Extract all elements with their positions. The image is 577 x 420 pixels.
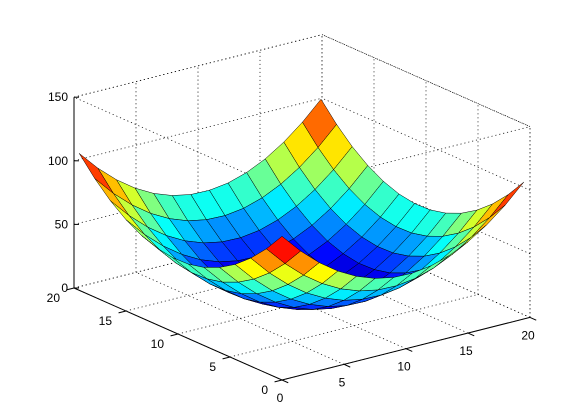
box-edge	[281, 126, 531, 190]
y-tick-label: 20	[47, 291, 61, 305]
box-edge	[73, 34, 323, 98]
x-tick-mark	[343, 363, 351, 368]
y-tick-mark	[118, 310, 127, 314]
z-tick-label: 50	[55, 217, 69, 231]
grid-line	[229, 294, 479, 358]
x-tick-mark	[405, 348, 413, 352]
x-tick-label: 0	[277, 391, 284, 405]
x-tick-label: 20	[521, 328, 535, 342]
y-tick-mark	[66, 287, 75, 291]
surface-patch	[266, 236, 301, 264]
y-tick-mark	[274, 379, 283, 383]
y-tick-label: 0	[261, 383, 268, 397]
x-tick-label: 5	[339, 375, 346, 389]
y-tick-label: 5	[209, 360, 216, 374]
z-tick-label: 150	[48, 90, 68, 104]
grid-line	[73, 97, 323, 162]
x-tick-label: 10	[397, 360, 411, 374]
y-tick-label: 10	[151, 337, 165, 351]
x-tick-mark	[529, 316, 537, 321]
y-tick-mark	[222, 356, 231, 360]
x-tick-label: 15	[459, 344, 473, 358]
surface-mesh	[78, 98, 525, 310]
x-tick-mark	[467, 332, 475, 337]
surface-patch	[489, 181, 525, 218]
z-tick-label: 100	[48, 154, 68, 168]
grid-line	[321, 34, 531, 127]
y-tick-label: 15	[99, 314, 113, 328]
z-tick-label: 0	[61, 281, 68, 295]
y-tick-mark	[170, 333, 179, 337]
axes	[66, 96, 537, 384]
x-tick-mark	[281, 379, 289, 384]
box-edge	[321, 34, 531, 127]
surface-patch	[78, 153, 114, 194]
